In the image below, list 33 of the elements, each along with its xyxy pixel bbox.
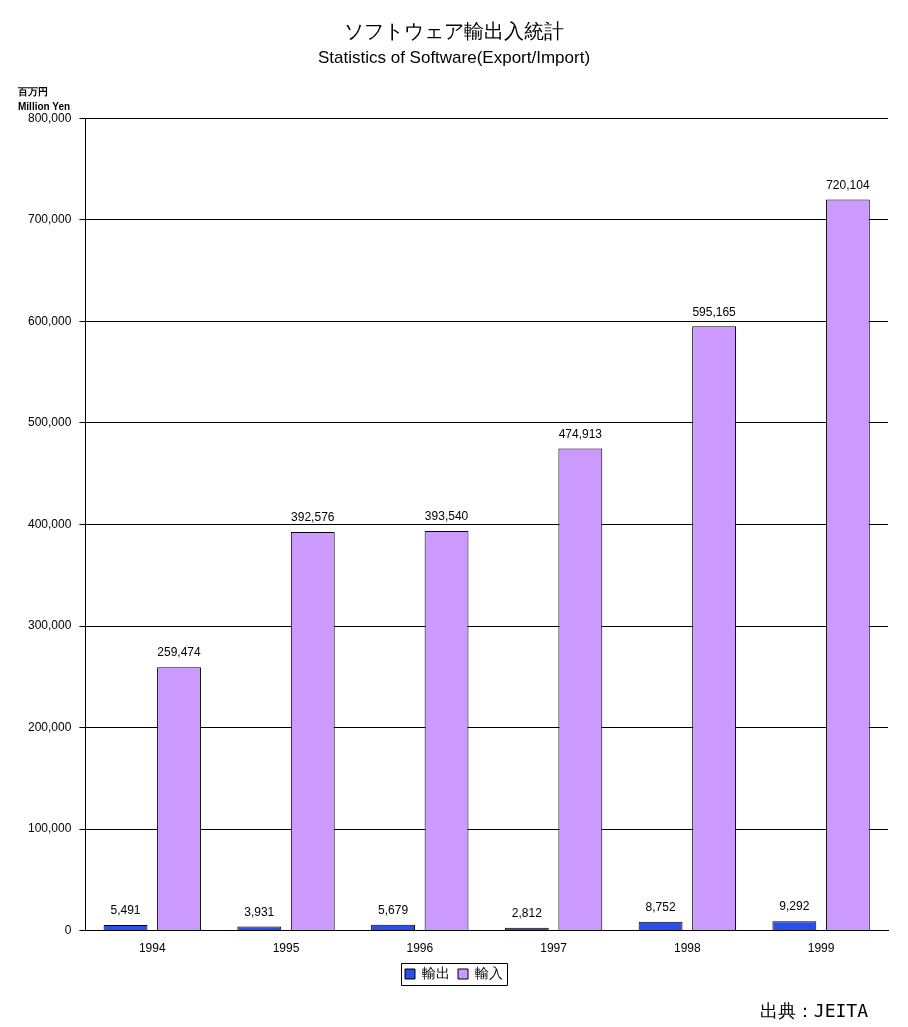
data-label: 259,474 [157,645,202,660]
data-label: 392,576 [291,510,335,525]
data-label: 474,913 [558,426,603,441]
y-tick-label: 600,000 [27,313,72,328]
data-label: 5,679 [378,903,409,918]
source-note: 出典：JEITA [759,999,868,1023]
data-label: 3,931 [244,904,275,919]
data-label: 393,540 [424,509,469,524]
y-tick-label: 700,000 [27,212,72,227]
x-tick-label: 1994 [138,941,166,956]
legend-label: 輸出 [422,964,450,981]
data-label: 595,165 [692,304,737,319]
x-tick-label: 1998 [673,941,702,956]
chart-title: ソフトウェア輸出入統計 [344,19,564,42]
x-tick-label: 1995 [272,941,300,956]
data-label: 9,292 [779,899,810,914]
y-tick-label: 200,000 [27,719,72,734]
y-tick-label: 0 [64,922,72,937]
x-tick-label: 1997 [540,941,568,956]
y-tick-label: 300,000 [27,618,72,633]
y-tick-label: 400,000 [27,516,72,531]
y-tick-label: 100,000 [27,821,72,836]
y-axis-title: 百万円 Million Yen [17,86,71,112]
x-tick-label: 1996 [406,941,434,956]
data-label: 8,752 [645,900,676,915]
data-label: 2,812 [511,906,543,921]
y-tick-label: 800,000 [27,110,72,125]
y-tick-label: 500,000 [27,415,72,430]
legend-label: 輸入 [475,964,503,981]
chart-subtitle: Statistics of Software(Export/Import) [317,47,591,67]
data-label: 720,104 [826,177,870,192]
data-label: 5,491 [110,903,141,918]
x-tick-label: 1999 [807,941,835,956]
